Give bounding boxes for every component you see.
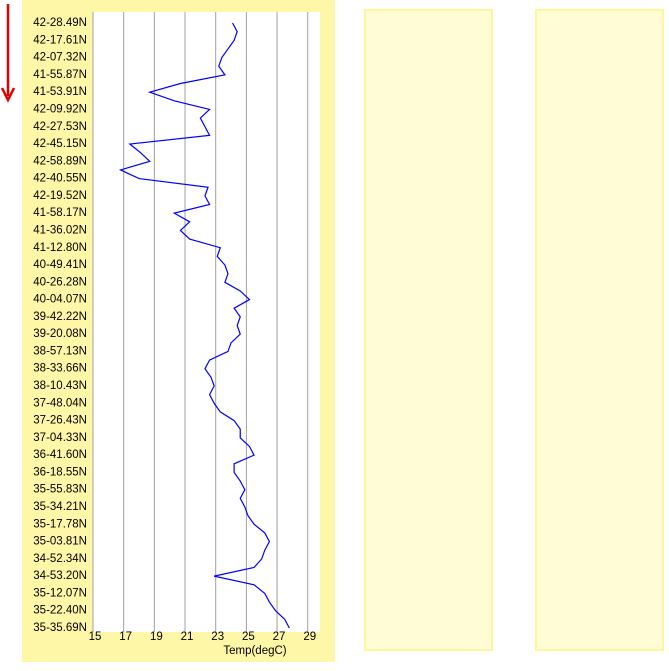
- y-tick-label: 34-53.20N: [33, 570, 87, 582]
- y-tick-label: 36-18.55N: [33, 466, 87, 478]
- y-tick-label: 35-34.21N: [33, 501, 87, 513]
- arrow-head: [0, 87, 16, 103]
- y-tick-label: 35-12.07N: [33, 587, 87, 599]
- y-tick-label: 40-26.28N: [33, 276, 87, 288]
- y-tick-label: 41-58.17N: [33, 207, 87, 219]
- y-tick-label: 37-04.33N: [33, 432, 87, 444]
- x-axis-label: Temp(degC): [223, 645, 286, 657]
- x-tick-label: 25: [242, 631, 255, 643]
- y-tick-label: 42-27.53N: [33, 121, 87, 133]
- y-tick-label: 41-36.02N: [33, 224, 87, 236]
- y-tick-label: 34-52.34N: [33, 553, 87, 565]
- empty-panel: [535, 9, 664, 651]
- y-tick-label: 40-04.07N: [33, 294, 87, 306]
- y-tick-label: 36-41.60N: [33, 449, 87, 461]
- y-tick-label: 41-55.87N: [33, 69, 87, 81]
- x-tick-label: 29: [303, 631, 316, 643]
- y-tick-label: 41-53.91N: [33, 86, 87, 98]
- y-tick-label: 38-33.66N: [33, 363, 87, 375]
- y-tick-label: 39-42.22N: [33, 311, 87, 323]
- y-tick-label: 37-26.43N: [33, 415, 87, 427]
- x-tick-label: 21: [181, 631, 194, 643]
- y-tick-label: 42-45.15N: [33, 138, 87, 150]
- y-tick-label: 42-40.55N: [33, 173, 87, 185]
- y-tick-label: 42-19.52N: [33, 190, 87, 202]
- y-tick-label: 35-22.40N: [33, 605, 87, 617]
- y-tick-label: 42-58.89N: [33, 155, 87, 167]
- x-tick-label: 19: [150, 631, 163, 643]
- data-line: [118, 22, 290, 629]
- y-tick-label: 40-49.41N: [33, 259, 87, 271]
- plot-area: [93, 12, 320, 632]
- empty-panel: [364, 9, 493, 651]
- y-tick-label: 35-35.69N: [33, 622, 87, 634]
- y-tick-label: 38-10.43N: [33, 380, 87, 392]
- y-tick-label: 39-20.08N: [33, 328, 87, 340]
- x-tick-label: 23: [211, 631, 224, 643]
- y-tick-label: 35-17.78N: [33, 518, 87, 530]
- y-tick-label: 42-28.49N: [33, 17, 87, 29]
- y-tick-label: 37-48.04N: [33, 397, 87, 409]
- y-tick-label: 35-55.83N: [33, 484, 87, 496]
- x-tick-label: 27: [273, 631, 286, 643]
- y-tick-label: 41-12.80N: [33, 242, 87, 254]
- y-tick-label: 38-57.13N: [33, 345, 87, 357]
- y-tick-label: 42-07.32N: [33, 52, 87, 64]
- y-tick-label: 42-17.61N: [33, 34, 87, 46]
- x-tick-label: 17: [119, 631, 132, 643]
- x-tick-label: 15: [89, 631, 102, 643]
- y-tick-label: 35-03.81N: [33, 536, 87, 548]
- y-tick-label: 42-09.92N: [33, 103, 87, 115]
